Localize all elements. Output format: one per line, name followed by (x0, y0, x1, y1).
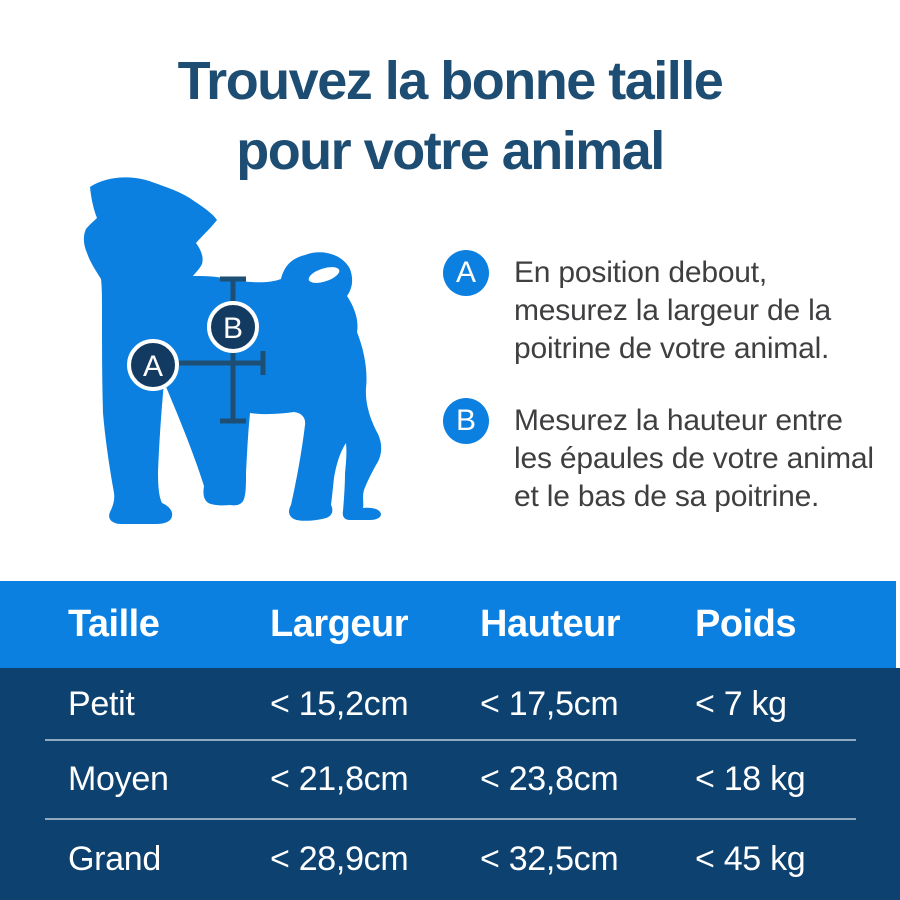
cell-moyen-largeur: < 21,8cm (270, 760, 409, 798)
instruction-b-line-1: Mesurez la hauteur entre (514, 404, 843, 437)
title-line-2: pour votre animal (236, 121, 665, 181)
cell-petit-poids: < 7 kg (695, 684, 787, 723)
instruction-b-line-2: les épaules de votre animal (514, 442, 874, 475)
table-row-moyen: Moyen < 21,8cm < 23,8cm < 18 kg (0, 739, 900, 819)
cell-moyen-poids: < 18 kg (695, 760, 806, 798)
instruction-b-line-3: et le bas de sa poitrine. (514, 480, 820, 513)
marker-b-label: B (223, 312, 243, 345)
header-largeur: Largeur (270, 603, 408, 645)
cell-grand-poids: < 45 kg (695, 840, 806, 878)
marker-a-circle (127, 339, 179, 391)
instruction-a-line-2: mesurez la largeur de la (514, 294, 832, 327)
marker-a-label: A (143, 350, 163, 383)
measurement-a: A (127, 339, 266, 391)
measurement-b: B (207, 276, 259, 424)
instruction-badge-a: A (443, 250, 489, 296)
header-hauteur: Hauteur (480, 603, 621, 645)
cell-petit-taille: Petit (68, 684, 135, 723)
size-table-body: Petit < 15,2cm < 17,5cm < 7 kg Moyen < 2… (0, 668, 900, 900)
table-row-petit: Petit < 15,2cm < 17,5cm < 7 kg (0, 668, 900, 740)
cell-moyen-hauteur: < 23,8cm (480, 760, 619, 798)
badge-b-letter: B (455, 404, 476, 437)
header-poids: Poids (695, 603, 796, 645)
cell-grand-hauteur: < 32,5cm (480, 840, 619, 878)
instruction-a-line-1: En position debout, (514, 256, 768, 289)
table-row-grand: Grand < 28,9cm < 32,5cm < 45 kg (0, 818, 900, 900)
marker-b-circle (207, 301, 259, 353)
instruction-text-a: En position debout, mesurez la largeur d… (514, 254, 900, 368)
instruction-text-b: Mesurez la hauteur entre les épaules de … (514, 402, 900, 516)
cell-petit-largeur: < 15,2cm (270, 684, 409, 723)
cell-petit-hauteur: < 17,5cm (480, 684, 619, 723)
cell-grand-largeur: < 28,9cm (270, 840, 409, 878)
header-taille: Taille (68, 603, 160, 645)
dog-silhouette: B A (83, 177, 382, 524)
size-table-header: Taille Largeur Hauteur Poids (0, 581, 896, 668)
cell-moyen-taille: Moyen (68, 760, 169, 798)
title-line-1: Trouvez la bonne taille (177, 51, 724, 111)
instruction-a-line-3: poitrine de votre animal. (514, 332, 830, 365)
badge-a-letter: A (455, 256, 476, 289)
cell-grand-taille: Grand (68, 840, 161, 878)
page-title: Trouvez la bonne taille pour votre anima… (0, 46, 900, 186)
instruction-badge-b: B (443, 398, 489, 444)
tail-curl-hole (308, 267, 340, 283)
